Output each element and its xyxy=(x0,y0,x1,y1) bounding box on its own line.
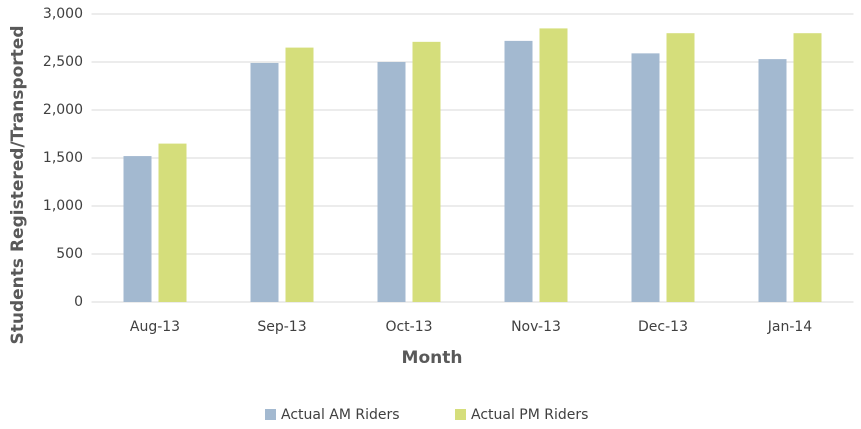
bar xyxy=(285,47,314,302)
bar xyxy=(666,33,695,302)
bar xyxy=(758,59,787,303)
x-tick-label: Nov-13 xyxy=(511,319,561,335)
bar xyxy=(250,62,279,303)
legend-label: Actual AM Riders xyxy=(281,407,400,423)
x-axis-title: Month xyxy=(402,348,463,368)
y-tick-label: 500 xyxy=(56,246,83,262)
y-tick-label: 2,500 xyxy=(43,54,83,70)
y-axis-title: Students Registered/Transported xyxy=(8,26,28,345)
legend-label: Actual PM Riders xyxy=(471,407,588,423)
x-tick-label: Dec-13 xyxy=(638,319,688,335)
y-tick-label: 2,000 xyxy=(43,102,83,118)
bar xyxy=(158,143,187,302)
bar xyxy=(504,40,533,302)
x-tick-label: Aug-13 xyxy=(130,319,180,335)
legend-swatch xyxy=(265,409,276,420)
bar xyxy=(539,28,568,303)
bar xyxy=(377,62,406,302)
x-tick-label: Sep-13 xyxy=(257,319,306,335)
bar xyxy=(412,41,441,303)
y-tick-label: 3,000 xyxy=(43,6,83,22)
x-tick-label: Oct-13 xyxy=(385,319,432,335)
x-tick-label: Jan-14 xyxy=(767,319,813,335)
legend-swatch xyxy=(455,409,466,420)
bar xyxy=(793,33,822,302)
y-tick-label: 1,000 xyxy=(43,198,83,214)
bar xyxy=(631,53,660,302)
y-tick-label: 0 xyxy=(74,294,83,310)
bar xyxy=(123,156,152,302)
y-tick-label: 1,500 xyxy=(43,150,83,166)
